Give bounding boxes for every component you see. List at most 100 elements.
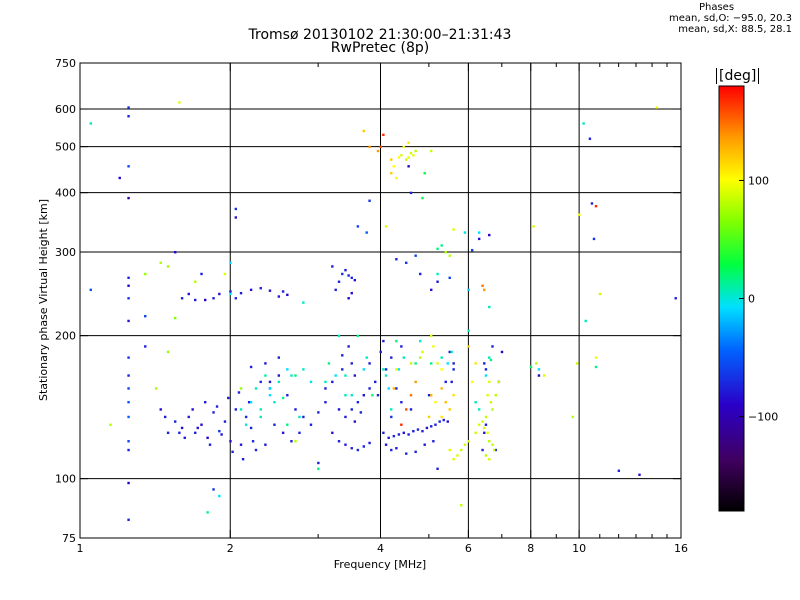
data-point [234,408,238,411]
data-point [430,425,433,428]
data-point [362,368,366,371]
data-point [390,408,393,411]
data-point [127,115,130,118]
data-point [127,297,130,300]
data-point [400,423,403,426]
data-point [407,165,410,168]
data-point [497,380,501,384]
data-point [452,362,455,365]
data-point [376,394,380,397]
data-point [264,362,267,365]
data-point [229,290,232,293]
data-point [178,101,181,104]
data-point [127,481,130,485]
data-point [239,443,243,446]
data-point [281,290,285,293]
data-point [356,401,360,404]
data-point [588,137,592,140]
data-point [409,408,413,411]
data-point [483,362,486,365]
data-point [277,380,281,384]
data-point [674,297,677,300]
data-point [582,122,585,125]
data-point [254,387,258,390]
data-point [489,358,493,362]
data-point [414,254,417,257]
data-point [239,291,243,295]
data-point [159,261,162,265]
data-point [127,319,130,323]
data-point [452,394,455,397]
phase-heading: Phases [698,2,735,13]
colorbar-tick-label: −100 [748,411,778,424]
data-point [450,380,453,384]
data-point [409,191,413,195]
data-point [430,394,433,397]
data-point [302,415,305,419]
data-point [317,411,320,414]
data-point [384,374,388,377]
data-point [234,297,238,300]
data-point [409,394,413,397]
data-point [206,511,209,514]
data-point [483,288,486,292]
data-point [414,380,417,384]
data-point [309,380,313,384]
data-point [317,467,320,470]
x-tick-label: 4 [377,542,384,555]
data-point [470,380,474,384]
data-point [448,276,451,280]
data-point [244,423,248,426]
data-point [194,298,197,302]
data-point [419,356,422,359]
data-point [362,445,366,448]
data-point [249,288,253,292]
data-point [409,151,413,155]
data-point [229,292,232,296]
data-point [223,420,227,423]
data-point [259,415,262,419]
data-point [365,231,368,234]
data-point [427,394,431,397]
data-point [203,401,207,404]
data-point [362,129,366,133]
data-point [571,415,574,419]
data-point [395,258,398,261]
data-point [440,387,443,390]
data-point [127,356,130,359]
data-point [444,401,447,404]
phase-statistics: Phases mean, sd,O: −95.0, 20.3 mean, sd,… [669,2,792,35]
data-point [395,176,398,180]
data-point [537,368,541,371]
phase-line-x: mean, sd,X: 88.5, 28.1 [678,24,792,35]
data-point [353,420,357,423]
data-point [286,293,289,297]
data-point [440,244,443,247]
data-point [592,237,596,241]
chart-title-line1: Tromsø 20130102 21:30:00–21:31:43 [248,27,512,43]
data-point [402,356,406,359]
data-point [444,251,447,254]
data-point [350,362,353,365]
data-point [542,374,546,377]
data-point [402,145,406,149]
data-point [467,288,470,292]
data-point [234,216,238,219]
data-point [467,440,470,443]
data-point [395,387,398,390]
data-point [477,423,481,426]
data-point [617,469,621,472]
data-point [382,368,385,371]
data-point [203,298,207,302]
data-point [477,237,481,241]
data-point [173,251,177,254]
data-point [488,233,491,237]
data-point [350,408,353,411]
data-point [655,106,659,109]
data-point [337,440,341,443]
data-point [488,457,491,461]
data-point [277,374,281,377]
data-point [334,288,337,292]
data-point [384,443,388,446]
data-point [484,454,488,457]
